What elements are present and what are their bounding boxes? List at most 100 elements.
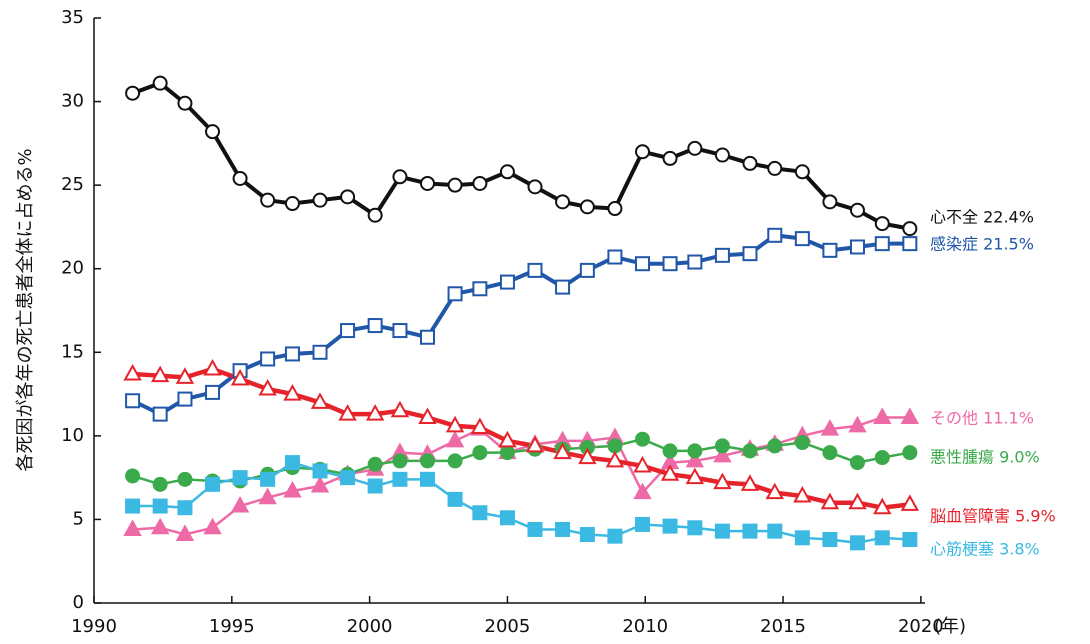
point [284, 196, 300, 212]
point [312, 192, 328, 208]
point [579, 526, 595, 542]
point [848, 415, 867, 433]
point [175, 367, 195, 384]
point [152, 498, 168, 514]
point [742, 443, 758, 459]
point [685, 450, 705, 468]
point [874, 216, 890, 232]
point [310, 475, 330, 493]
x-tick-label: 2020 [898, 616, 944, 637]
point [472, 505, 488, 521]
x-tick-label: 2010 [622, 616, 668, 637]
point [284, 346, 300, 362]
legend-name: 悪性腫瘍 [930, 447, 994, 466]
point [447, 177, 463, 193]
point [177, 500, 193, 516]
point [902, 445, 918, 461]
point [177, 471, 193, 487]
point [367, 478, 383, 494]
point [177, 391, 193, 407]
point [447, 453, 463, 469]
series-label: その他 11.1% [930, 408, 1034, 427]
end-value-label: 3.8% [999, 539, 1040, 558]
point [822, 242, 838, 258]
point [472, 281, 488, 297]
point [283, 480, 302, 498]
point [874, 450, 890, 466]
series-label: 悪性腫瘍 9.0% [930, 447, 1040, 466]
y-tick-label: 0 [73, 592, 84, 613]
end-value-label: 21.5% [983, 234, 1034, 253]
point [714, 147, 730, 163]
point [820, 419, 840, 436]
point [152, 476, 168, 492]
point [283, 384, 302, 401]
point [660, 464, 680, 481]
y-axis-label: 各死因が各年の死亡患者全体に占める% [15, 148, 36, 471]
x-tick-label: 1990 [71, 616, 117, 637]
end-value-label: 9.0% [999, 447, 1040, 466]
point [767, 523, 783, 539]
y-tick-label: 25 [61, 174, 84, 195]
point [633, 455, 652, 473]
point [499, 510, 515, 526]
point [662, 443, 678, 459]
point [527, 521, 543, 537]
point [685, 467, 705, 485]
point [687, 520, 703, 536]
x-axis-unit: (年) [934, 616, 966, 637]
point [284, 455, 300, 471]
point [230, 368, 250, 386]
point [874, 530, 890, 546]
point [258, 378, 277, 396]
legend-name: 感染症 [930, 234, 978, 253]
point [232, 470, 248, 486]
point [392, 323, 408, 339]
point [713, 472, 732, 490]
point [125, 468, 141, 484]
end-value-label: 11.1% [983, 408, 1034, 427]
series-label: 心不全 22.4% [930, 207, 1034, 226]
point [340, 323, 356, 339]
point [555, 521, 571, 537]
point [392, 169, 408, 185]
point [472, 445, 488, 461]
y-tick-label: 5 [73, 508, 84, 529]
point [873, 497, 892, 515]
point [607, 528, 623, 544]
point [633, 482, 652, 500]
point [470, 417, 490, 434]
point [525, 435, 545, 453]
point [392, 453, 408, 469]
series-label: 感染症 21.5% [930, 234, 1034, 253]
point [418, 407, 437, 424]
point [794, 164, 810, 180]
point [340, 470, 356, 486]
point [499, 274, 515, 290]
point [902, 531, 918, 547]
point [605, 450, 625, 468]
point [447, 491, 463, 507]
point [874, 236, 890, 252]
point [499, 164, 515, 180]
point [714, 438, 730, 454]
point [634, 431, 650, 447]
point [260, 471, 276, 487]
point [849, 535, 865, 551]
point [340, 189, 356, 205]
legend-name: 心筋梗塞 [930, 539, 994, 558]
point [420, 453, 436, 469]
point [662, 518, 678, 534]
point [367, 318, 383, 334]
point [498, 430, 517, 448]
point [849, 455, 865, 471]
point [662, 150, 678, 166]
point [203, 517, 222, 535]
point [579, 199, 595, 215]
point [175, 524, 195, 541]
point [445, 430, 465, 448]
point [579, 262, 595, 278]
point [312, 344, 328, 360]
point [634, 144, 650, 160]
